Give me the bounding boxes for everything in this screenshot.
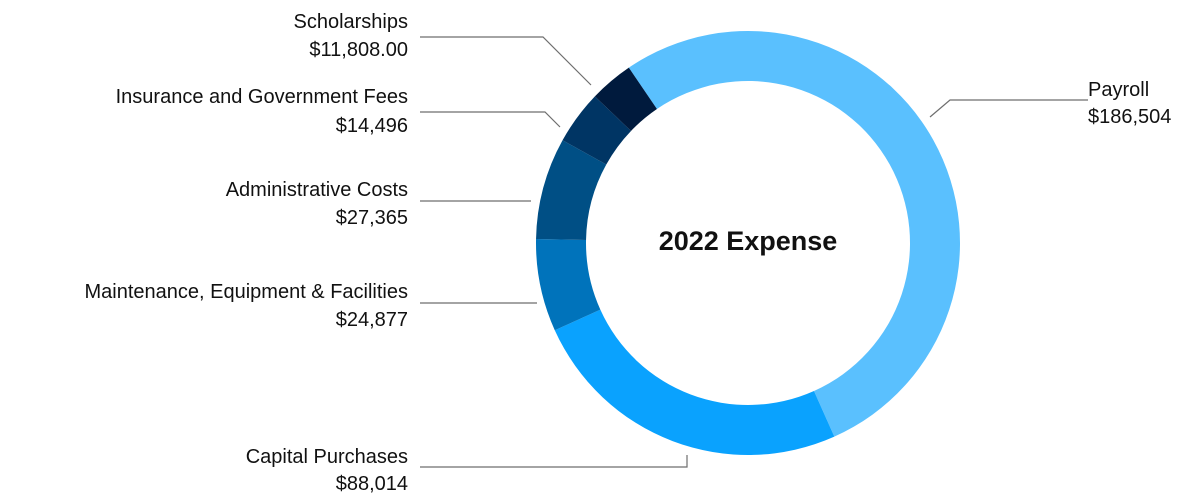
donut-slices <box>536 31 960 456</box>
slice-label-administrative-costs: Administrative Costs <box>226 179 408 201</box>
slice-administrative-costs <box>536 140 607 240</box>
leader-line-payroll <box>929 99 1088 118</box>
slice-value-insurance-and-government-fees: $14,496 <box>336 115 408 137</box>
slice-value-payroll: $186,504 <box>1088 106 1171 128</box>
chart-title: 2022 Expense <box>659 226 838 256</box>
slice-label-scholarships: Scholarships <box>293 11 408 33</box>
slice-label-maintenance-equipment-facilities: Maintenance, Equipment & Facilities <box>85 281 409 303</box>
slice-label-capital-purchases: Capital Purchases <box>246 446 408 468</box>
slice-value-administrative-costs: $27,365 <box>336 207 408 229</box>
slice-capital-purchases <box>554 309 835 456</box>
slice-insurance-and-government-fees <box>562 96 631 165</box>
leader-line-insurance-and-government-fees <box>420 111 561 128</box>
slice-maintenance-equipment-facilities <box>536 239 601 331</box>
slice-scholarships <box>594 67 657 131</box>
slice-value-capital-purchases: $88,014 <box>336 473 408 493</box>
slice-value-maintenance-equipment-facilities: $24,877 <box>336 309 408 331</box>
slice-label-payroll: Payroll <box>1088 79 1149 101</box>
slice-payroll <box>628 31 960 437</box>
leader-lines <box>420 36 1088 468</box>
slice-labels: Payroll $186,504 Capital Purchases $88,014 M… <box>85 11 1172 493</box>
leader-line-capital-purchases <box>420 455 688 468</box>
slice-label-insurance-and-government-fees: Insurance and Government Fees <box>116 86 408 108</box>
leader-line-scholarships <box>420 36 592 86</box>
slice-value-scholarships: $11,808.00 <box>309 39 408 61</box>
